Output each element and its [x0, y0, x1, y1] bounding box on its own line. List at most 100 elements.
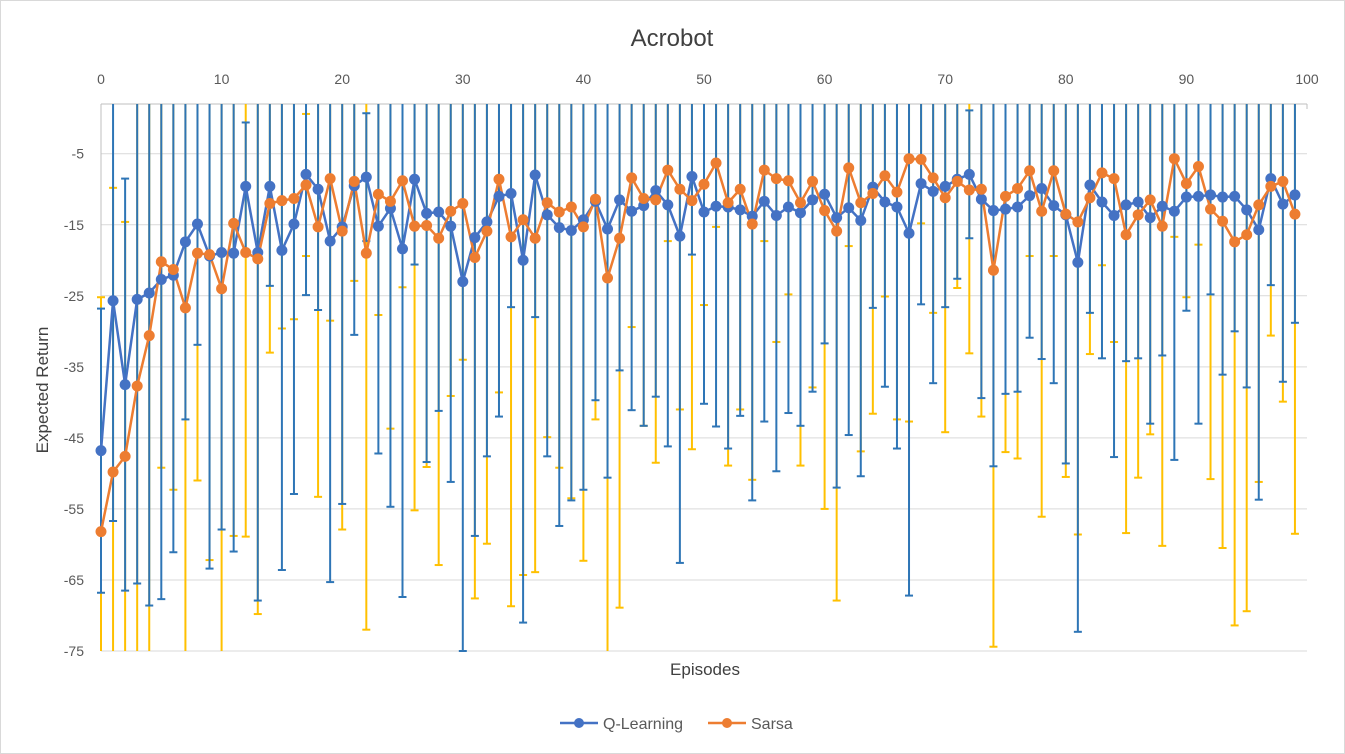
- data-point: [794, 197, 806, 209]
- data-point: [348, 175, 360, 187]
- data-point: [686, 170, 698, 182]
- series-points: [95, 153, 1301, 538]
- data-point: [879, 196, 891, 208]
- legend: Q-Learning Sarsa: [560, 716, 793, 733]
- data-point: [1036, 183, 1048, 195]
- data-point: [1060, 208, 1072, 220]
- data-point: [1132, 196, 1144, 208]
- data-point: [529, 232, 541, 244]
- data-point: [1120, 229, 1132, 241]
- data-point: [143, 330, 155, 342]
- data-point: [264, 180, 276, 192]
- data-point: [614, 232, 626, 244]
- x-tick-label: 80: [1058, 71, 1074, 87]
- data-point: [879, 170, 891, 182]
- data-point: [1084, 192, 1096, 204]
- data-point: [264, 197, 276, 209]
- data-point: [409, 173, 421, 185]
- data-point: [782, 201, 794, 213]
- data-point: [746, 218, 758, 230]
- data-point: [915, 153, 927, 165]
- data-point: [481, 216, 493, 228]
- data-point: [589, 193, 601, 205]
- data-point: [131, 380, 143, 392]
- y-tick-label: -55: [64, 501, 84, 517]
- legend-marker: [574, 718, 584, 728]
- data-point: [107, 295, 119, 307]
- data-point: [722, 197, 734, 209]
- y-tick-label: -15: [64, 217, 84, 233]
- data-point: [1036, 205, 1048, 217]
- data-point: [288, 192, 300, 204]
- data-point: [1289, 189, 1301, 201]
- data-point: [1048, 165, 1060, 177]
- legend-item: Sarsa: [708, 716, 793, 733]
- data-point: [445, 220, 457, 232]
- data-point: [469, 232, 481, 244]
- data-point: [782, 175, 794, 187]
- data-point: [179, 236, 191, 248]
- data-point: [915, 178, 927, 190]
- data-point: [1108, 210, 1120, 222]
- data-point: [927, 185, 939, 197]
- data-point: [300, 179, 312, 191]
- data-point: [1229, 236, 1241, 248]
- data-point: [421, 219, 433, 231]
- data-point: [819, 205, 831, 217]
- data-point: [577, 221, 589, 233]
- data-point: [1253, 224, 1265, 236]
- data-point: [457, 197, 469, 209]
- data-point: [1217, 215, 1229, 227]
- data-point: [384, 195, 396, 207]
- data-point: [963, 184, 975, 196]
- data-point: [1180, 191, 1192, 203]
- data-point: [493, 190, 505, 202]
- data-point: [360, 171, 372, 183]
- data-point: [1144, 194, 1156, 206]
- data-point: [1217, 191, 1229, 203]
- data-point: [119, 450, 131, 462]
- data-point: [541, 209, 553, 221]
- x-tick-label: 50: [696, 71, 712, 87]
- data-point: [1229, 190, 1241, 202]
- legend-marker: [722, 718, 732, 728]
- data-point: [807, 194, 819, 206]
- data-point: [240, 180, 252, 192]
- data-point: [493, 173, 505, 185]
- x-tick-label: 70: [937, 71, 953, 87]
- data-point: [167, 264, 179, 276]
- data-point: [433, 232, 445, 244]
- data-point: [1168, 205, 1180, 217]
- data-point: [312, 221, 324, 233]
- data-point: [686, 195, 698, 207]
- data-point: [119, 379, 131, 391]
- data-point: [1132, 209, 1144, 221]
- data-point: [155, 256, 167, 268]
- data-point: [1024, 165, 1036, 177]
- data-point: [336, 225, 348, 237]
- data-point: [1168, 153, 1180, 165]
- data-point: [855, 197, 867, 209]
- data-point: [867, 188, 879, 200]
- data-point: [626, 205, 638, 217]
- data-point: [1108, 173, 1120, 185]
- data-point: [1205, 203, 1217, 215]
- data-point: [710, 157, 722, 169]
- data-point: [288, 218, 300, 230]
- data-point: [1084, 179, 1096, 191]
- data-point: [216, 283, 228, 295]
- data-point: [1156, 220, 1168, 232]
- data-point: [1120, 199, 1132, 211]
- y-tick-label: -65: [64, 572, 84, 588]
- data-point: [758, 164, 770, 176]
- data-point: [963, 168, 975, 180]
- data-point: [276, 195, 288, 207]
- data-point: [95, 526, 107, 538]
- data-point: [421, 207, 433, 219]
- data-point: [565, 201, 577, 213]
- series-lines: [99, 157, 1297, 532]
- data-point: [252, 253, 264, 265]
- data-point: [903, 153, 915, 165]
- data-point: [155, 273, 167, 285]
- chart-title: Acrobot: [631, 25, 714, 52]
